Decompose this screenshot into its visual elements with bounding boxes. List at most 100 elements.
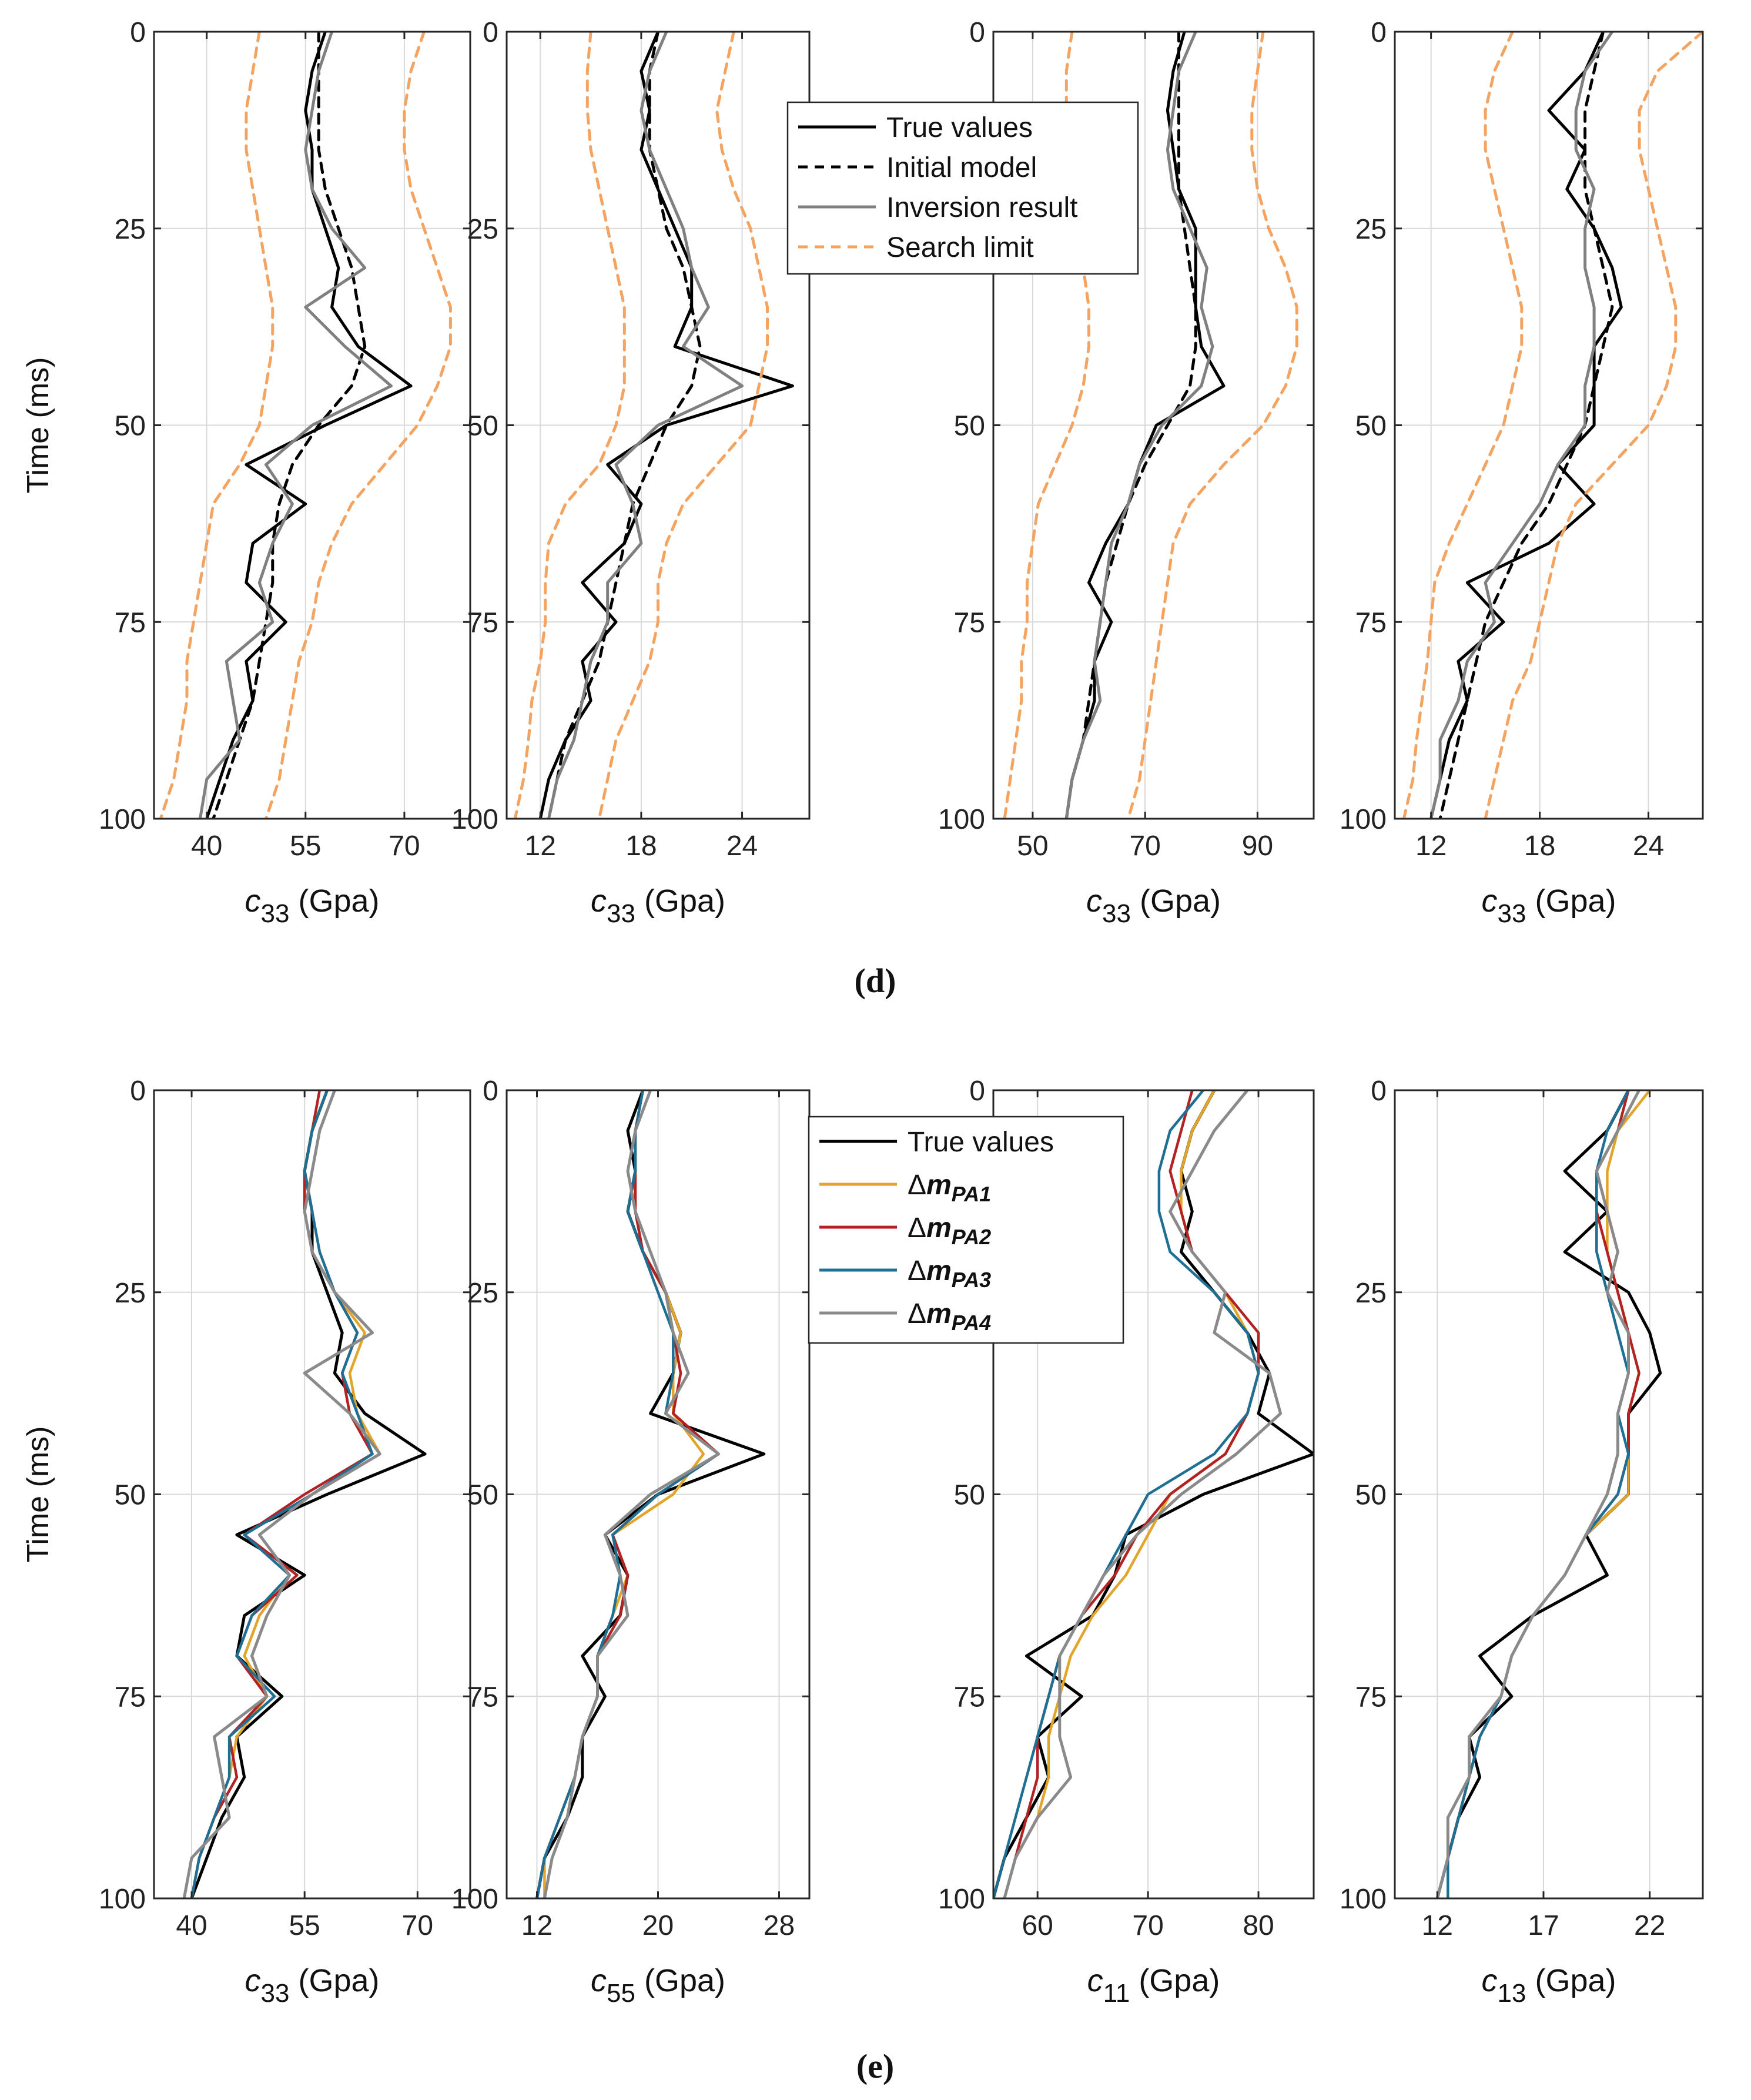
y-tick-label: 50 (467, 1480, 498, 1511)
series-line-pa4 (182, 1090, 381, 1898)
panel-d-4: 0 25 50 75 100 12 18 24 c33 (Gpa) (1340, 17, 1704, 928)
series-group (535, 1090, 766, 1898)
y-tick-label: 25 (115, 1278, 146, 1309)
series-line-pa3 (993, 1090, 1260, 1898)
x-tick-label: 20 (642, 1910, 674, 1941)
legend-label: Inversion result (886, 192, 1077, 223)
legend-label: ΔmPA1 (908, 1170, 991, 1206)
y-tick-label: 100 (1340, 1884, 1387, 1915)
series-line-true (1429, 32, 1623, 819)
y-tick-label: 75 (1355, 1682, 1387, 1713)
legend-label: Initial model (886, 152, 1037, 183)
y-tick-label: 0 (483, 17, 498, 48)
series-group (182, 1090, 427, 1898)
y-tick-label: 75 (467, 1682, 498, 1713)
x-tick-label: 40 (191, 830, 222, 862)
legend-label: True values (886, 112, 1033, 143)
series-line-inversion (199, 32, 393, 819)
y-tick-label: 50 (954, 1480, 985, 1511)
series-group (993, 1090, 1314, 1898)
series-line-search (1484, 32, 1703, 819)
x-tick-label: 70 (389, 830, 420, 862)
legend-box (786, 101, 1139, 275)
legend-label: Search limit (886, 232, 1034, 263)
x-tick-label: 12 (521, 1910, 553, 1941)
x-tick-label: 24 (1633, 830, 1664, 862)
x-tick-label: 60 (1022, 1910, 1053, 1941)
x-tick-label: 28 (764, 1910, 795, 1941)
series-line-true (205, 32, 413, 819)
y-axis-label: Time (ms) (21, 1426, 55, 1562)
y-tick-label: 75 (115, 1682, 146, 1713)
series-group (159, 32, 452, 819)
series-line-initial (1064, 32, 1197, 819)
series-line-search (513, 32, 626, 819)
y-tick-label: 50 (954, 411, 985, 442)
y-tick-label: 0 (130, 17, 146, 48)
series-line-search (1127, 32, 1298, 819)
row-e: Time (ms) 0 25 50 75 100 40 55 70 c33 (Gpa) 0 25 50 7… (21, 1076, 1704, 2085)
y-tick-label: 0 (969, 17, 985, 48)
x-tick-label: 70 (1132, 1910, 1163, 1941)
y-tick-label: 75 (467, 607, 498, 638)
y-tick-label: 50 (115, 1480, 146, 1511)
x-tick-label: 18 (625, 830, 657, 862)
y-tick-label: 75 (954, 607, 985, 638)
x-axis-label: c33 (Gpa) (1482, 883, 1616, 928)
panel-e-2: 0 25 50 75 100 12 20 28 c55 (Gpa) (451, 1076, 811, 2008)
x-axis-label: c33 (Gpa) (245, 1963, 380, 2008)
y-tick-label: 100 (99, 1884, 146, 1915)
y-tick-label: 50 (115, 411, 146, 442)
y-tick-label: 25 (467, 1278, 498, 1309)
series-group (1435, 1090, 1662, 1898)
series-line-pa4 (1003, 1090, 1283, 1898)
legend-box (808, 1116, 1124, 1344)
x-tick-label: 12 (525, 830, 556, 862)
y-tick-label: 50 (467, 411, 498, 442)
x-tick-label: 17 (1528, 1910, 1559, 1941)
y-tick-label: 100 (1340, 804, 1387, 835)
legend-label: ΔmPA4 (908, 1298, 991, 1335)
y-tick-label: 0 (483, 1076, 498, 1107)
y-tick-label: 50 (1355, 1480, 1387, 1511)
series-line-true (1064, 32, 1226, 819)
y-tick-label: 100 (99, 804, 146, 835)
series-line-true (993, 1090, 1314, 1898)
x-tick-label: 40 (176, 1910, 207, 1941)
x-tick-label: 12 (1422, 1910, 1453, 1941)
x-tick-label: 18 (1524, 830, 1555, 862)
x-axis-label: c55 (Gpa) (591, 1963, 725, 2008)
series-line-inversion (547, 32, 744, 819)
legend-label: ΔmPA2 (908, 1213, 991, 1249)
x-tick-label: 22 (1634, 1910, 1665, 1941)
y-tick-label: 100 (938, 804, 985, 835)
panel-e-3: 0255075100607080c11 (Gpa) (938, 1076, 1315, 2008)
series-line-pa3 (1447, 1090, 1630, 1898)
panel-caption: (e) (856, 2047, 894, 2085)
x-axis-label: c11 (Gpa) (1087, 1963, 1220, 2008)
legend: True values Initial model Inversion result… (786, 101, 1139, 275)
y-tick-label: 100 (451, 804, 498, 835)
y-tick-label: 75 (1355, 607, 1387, 638)
legend-label: True values (908, 1127, 1054, 1158)
x-tick-label: 90 (1242, 830, 1273, 862)
x-tick-label: 24 (726, 830, 758, 862)
y-tick-label: 75 (115, 607, 146, 638)
series-line-true (190, 1090, 427, 1898)
x-tick-label: 55 (290, 830, 321, 862)
x-tick-label: 12 (1415, 830, 1447, 862)
series-line-inversion (1429, 32, 1614, 819)
y-axis-label: Time (ms) (21, 357, 55, 493)
series-line-search (159, 32, 274, 819)
y-tick-label: 0 (130, 1076, 146, 1107)
series-group (513, 32, 794, 819)
x-tick-label: 70 (402, 1910, 433, 1941)
x-axis-label: c33 (Gpa) (1086, 883, 1221, 928)
panel-d-1: 0 25 50 75 100 40 55 70 c33 (Gpa) (99, 17, 471, 928)
y-tick-label: 50 (1355, 411, 1387, 442)
y-tick-label: 0 (1371, 17, 1387, 48)
series-line-initial (212, 32, 367, 819)
panel-e-4: 0 25 50 75 100 12 17 22 c13 (Gpa) (1340, 1076, 1704, 2008)
series-line-pa4 (543, 1090, 720, 1898)
